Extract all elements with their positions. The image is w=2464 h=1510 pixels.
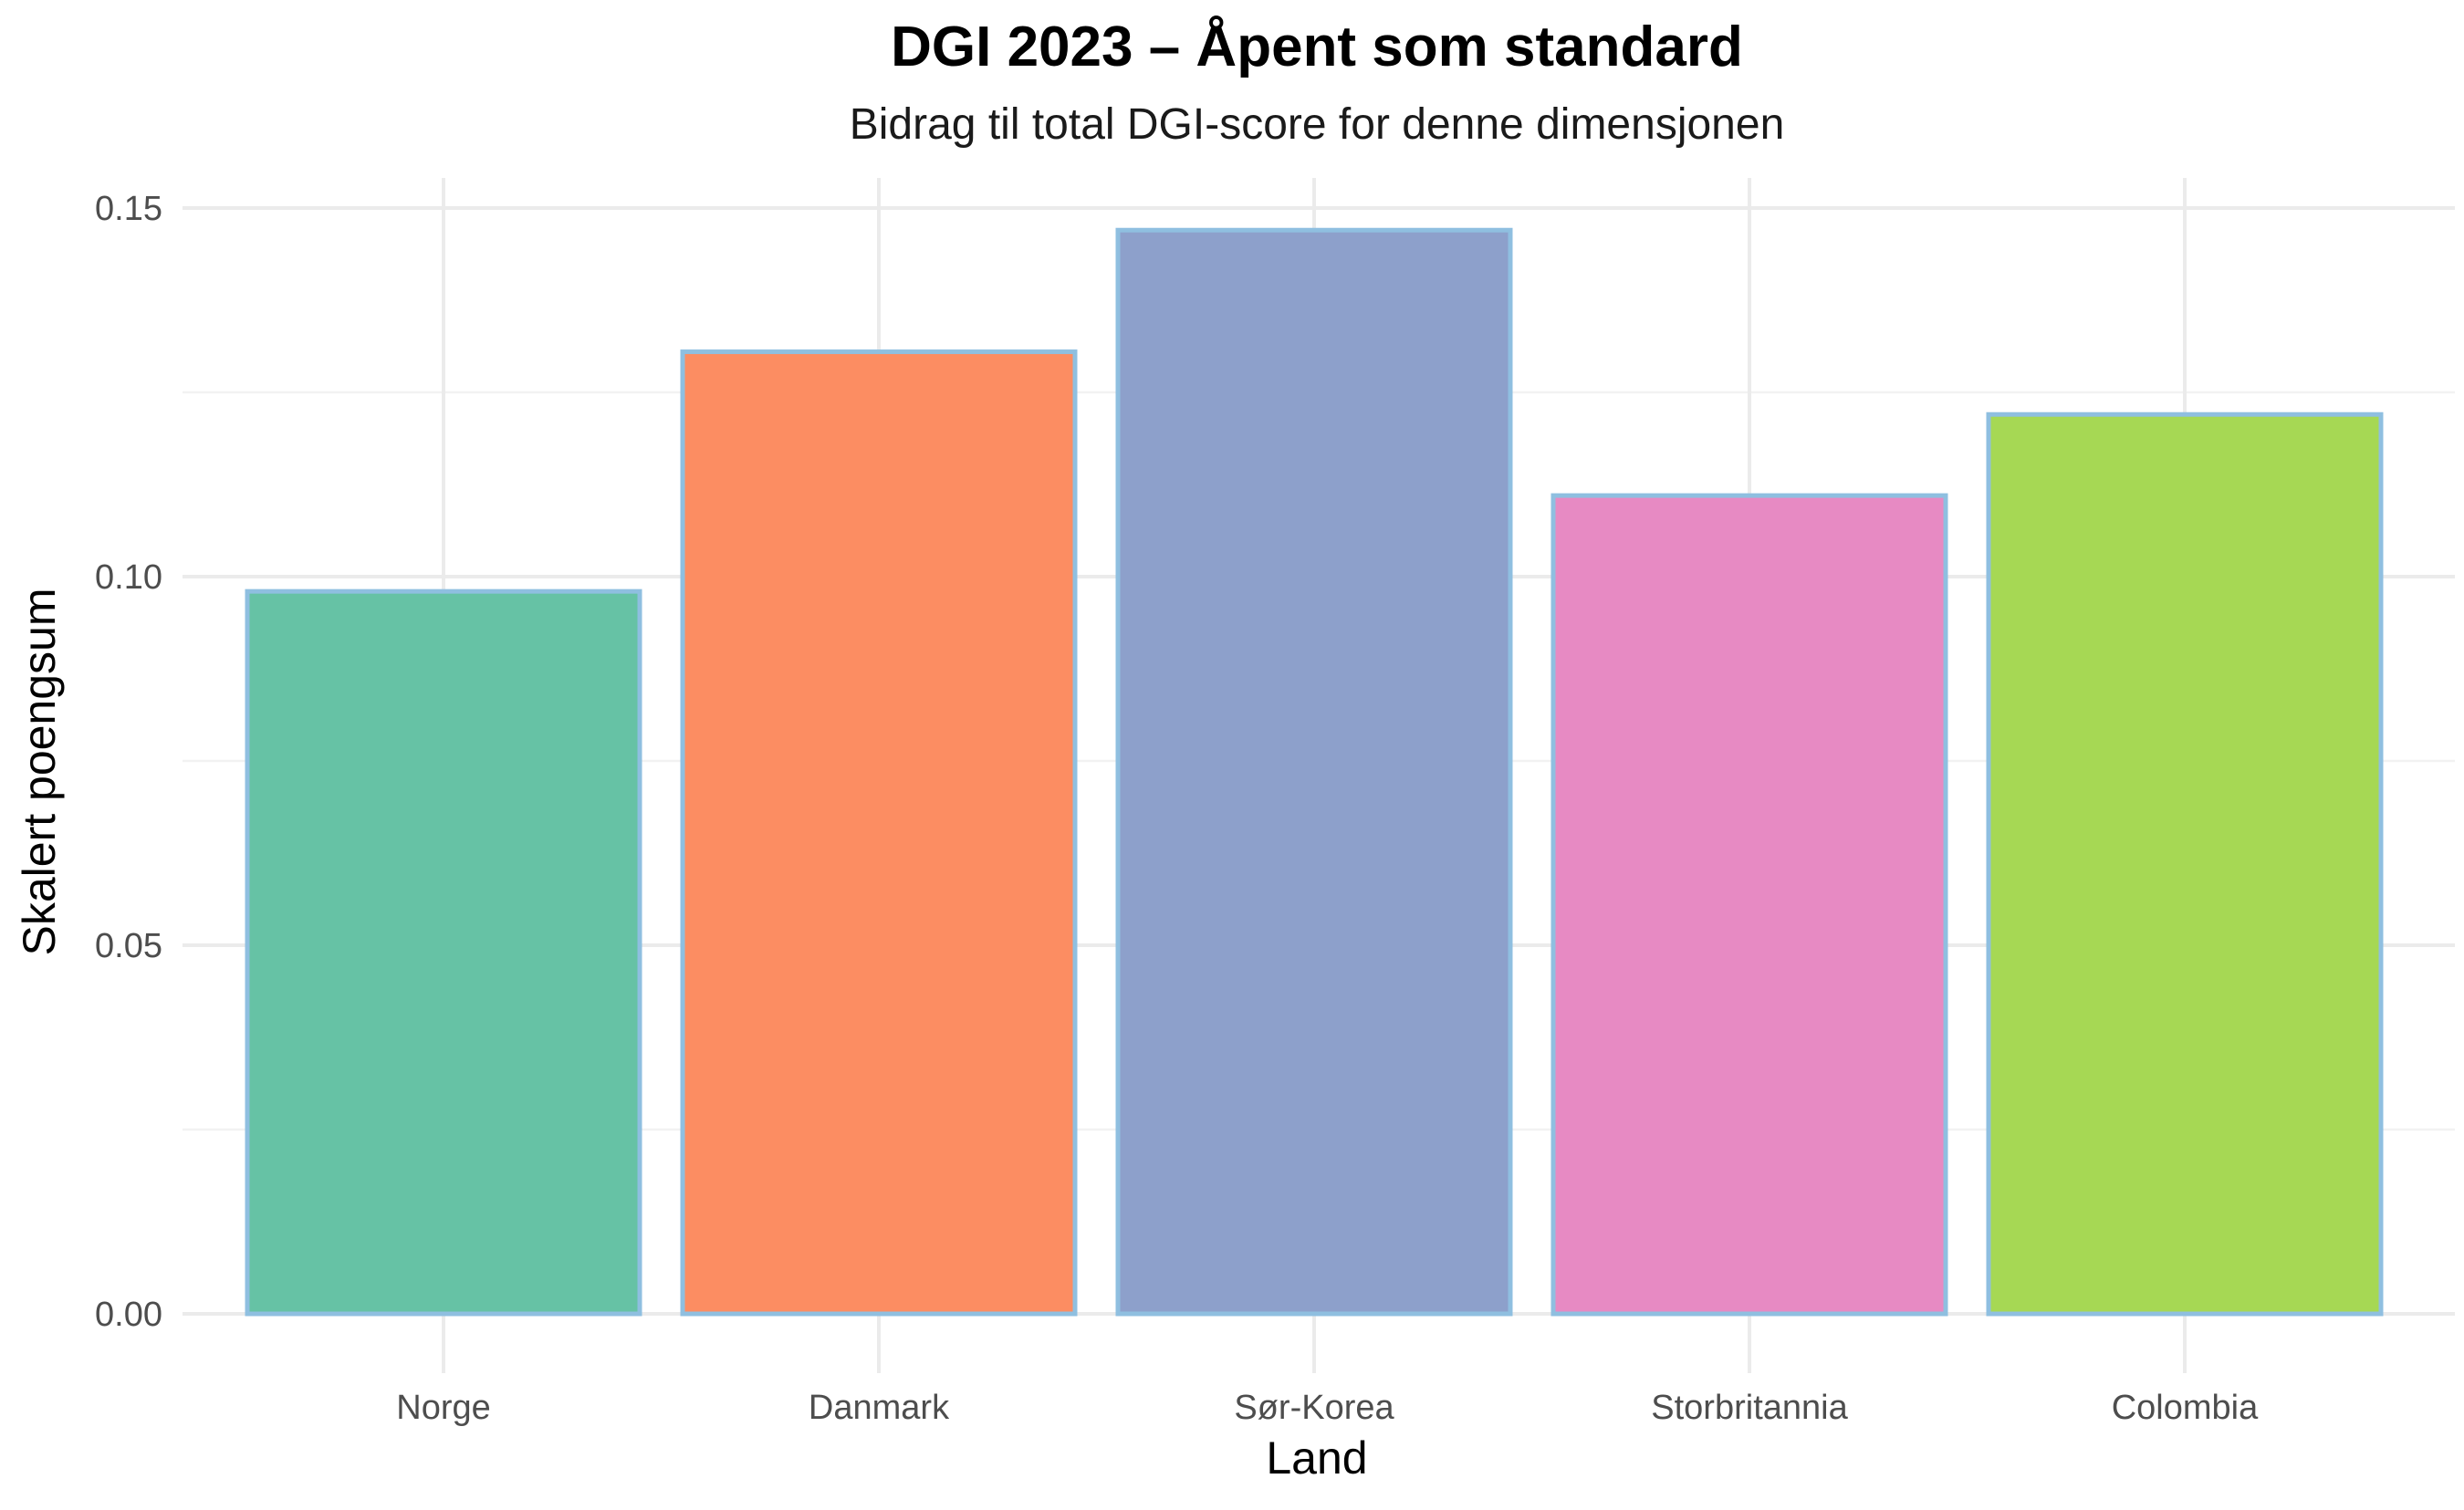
x-axis-title: Land (1266, 1432, 1367, 1484)
x-tick-label: Sør-Korea (1234, 1389, 1394, 1427)
chart-subtitle: Bidrag til total DGI-score for denne dim… (850, 100, 1785, 149)
y-tick-label: 0.10 (95, 558, 162, 597)
x-tick-label: Danmark (809, 1389, 950, 1427)
y-axis-title: Skalert poengsum (14, 588, 65, 955)
chart-title: DGI 2023 – Åpent som standard (891, 16, 1743, 78)
bar-danmark (680, 349, 1078, 1317)
bars-layer (245, 227, 2384, 1317)
bar-colombia (1986, 411, 2384, 1317)
y-axis-ticks: 0.00 0.05 0.10 0.15 (95, 190, 162, 1334)
x-tick-label: Storbritannia (1651, 1389, 1848, 1427)
y-tick-label: 0.15 (95, 190, 162, 228)
x-tick-label: Norge (396, 1389, 491, 1427)
y-tick-label: 0.05 (95, 927, 162, 965)
x-axis-ticks: Norge Danmark Sør-Korea Storbritannia Colomb… (396, 1389, 2259, 1427)
y-tick-label: 0.00 (95, 1296, 162, 1334)
bar-s-r-korea (1115, 227, 1513, 1317)
bar-norge (245, 588, 642, 1317)
bar-storbritannia (1550, 493, 1948, 1317)
x-tick-label: Colombia (2112, 1389, 2259, 1427)
